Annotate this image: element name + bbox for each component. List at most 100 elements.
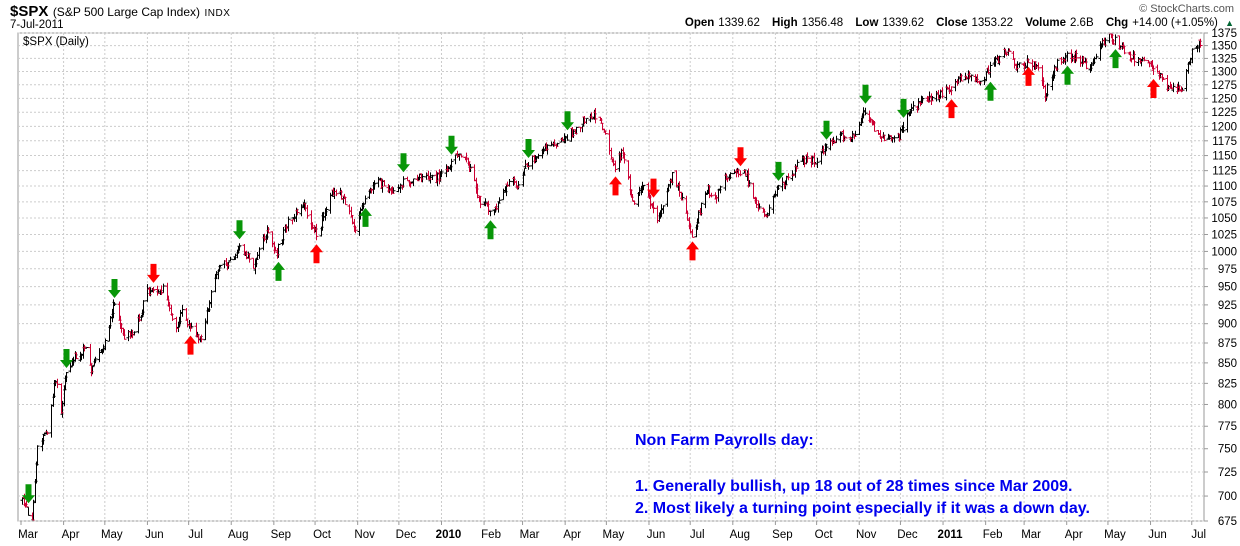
nfp-arrow-red-down <box>734 147 747 167</box>
chg-label: Chg <box>1105 17 1129 29</box>
svg-text:1175: 1175 <box>1212 136 1237 148</box>
svg-text:925: 925 <box>1218 300 1237 312</box>
nfp-arrow-red-up <box>1147 78 1160 98</box>
nfp-arrow-red-up <box>310 244 323 264</box>
svg-text:Apr: Apr <box>1065 529 1083 541</box>
svg-text:2011: 2011 <box>938 529 964 541</box>
svg-text:1275: 1275 <box>1211 80 1237 92</box>
index-name-label: (S&P 500 Large Cap Index) <box>52 5 201 19</box>
svg-text:1075: 1075 <box>1211 197 1237 209</box>
svg-text:1125: 1125 <box>1212 166 1237 178</box>
svg-text:700: 700 <box>1218 491 1237 503</box>
nfp-arrow-red-up <box>686 241 699 261</box>
svg-text:Apr: Apr <box>563 529 581 541</box>
svg-text:900: 900 <box>1218 319 1237 331</box>
svg-text:750: 750 <box>1218 444 1237 456</box>
nfp-annotation: Non Farm Payrolls day: 1. Generally bull… <box>635 430 1090 520</box>
svg-text:Dec: Dec <box>396 529 417 541</box>
nfp-arrow-green-down <box>859 84 872 104</box>
svg-text:1300: 1300 <box>1211 66 1237 78</box>
nfp-arrow-red-down <box>147 263 160 283</box>
svg-text:1000: 1000 <box>1211 246 1237 258</box>
svg-text:Sep: Sep <box>271 529 291 541</box>
nfp-arrow-green-down <box>445 135 458 155</box>
svg-text:1025: 1025 <box>1211 229 1237 241</box>
nfp-arrow-red-up <box>1022 66 1035 86</box>
series-label: $SPX (Daily) <box>23 36 89 48</box>
nfp-arrow-green-up <box>1109 49 1122 69</box>
svg-text:Apr: Apr <box>62 529 80 541</box>
nfp-arrow-green-down <box>772 161 785 181</box>
high-value: 1356.48 <box>801 17 844 29</box>
nfp-arrows <box>22 49 1160 504</box>
chg-up-triangle-icon: ▲ <box>1225 18 1234 28</box>
volume-label: Volume <box>1025 17 1066 29</box>
svg-text:Jul: Jul <box>188 529 203 541</box>
svg-text:May: May <box>603 529 625 541</box>
svg-text:May: May <box>1104 529 1126 541</box>
nfp-arrow-red-up <box>609 176 622 196</box>
chart-title: $SPX (S&P 500 Large Cap Index) INDX <box>10 3 230 21</box>
high-label: High <box>772 17 798 29</box>
svg-text:1225: 1225 <box>1211 107 1237 119</box>
price-bars-down <box>22 33 1203 521</box>
nfp-arrow-green-down <box>561 111 574 131</box>
svg-text:1100: 1100 <box>1212 181 1237 193</box>
svg-text:Feb: Feb <box>481 529 501 541</box>
svg-text:Feb: Feb <box>983 529 1003 541</box>
nfp-arrow-red-up <box>945 99 958 119</box>
svg-text:Nov: Nov <box>354 529 375 541</box>
chg-value: +14.00 (+1.05%) <box>1132 17 1218 29</box>
svg-text:875: 875 <box>1218 338 1237 350</box>
svg-text:1325: 1325 <box>1211 53 1237 65</box>
svg-text:1150: 1150 <box>1212 151 1237 163</box>
chart-date: 7-Jul-2011 <box>10 19 64 31</box>
y-axis-labels: 675 700 725 750 775 800 825 850 875 900 925 950 975 1… <box>1211 28 1237 528</box>
nfp-annotation-line2: 2. Most likely a turning point especiall… <box>635 500 1090 517</box>
nfp-arrow-green-up <box>984 81 997 101</box>
open-label: Open <box>684 17 715 29</box>
close-value: 1353.22 <box>971 17 1014 29</box>
nfp-arrow-green-down <box>397 153 410 173</box>
svg-text:1050: 1050 <box>1211 213 1237 225</box>
svg-text:Jun: Jun <box>145 529 164 541</box>
svg-text:800: 800 <box>1218 399 1237 411</box>
svg-text:May: May <box>101 529 123 541</box>
svg-text:Jul: Jul <box>1191 529 1206 541</box>
svg-text:Sep: Sep <box>772 529 792 541</box>
nfp-arrow-green-down <box>22 484 35 504</box>
svg-text:Oct: Oct <box>313 529 332 541</box>
low-label: Low <box>855 17 879 29</box>
close-label: Close <box>936 17 968 29</box>
nfp-arrow-green-down <box>60 349 73 369</box>
nfp-arrow-green-down <box>897 98 910 118</box>
nfp-arrow-green-up <box>484 220 497 240</box>
svg-text:Aug: Aug <box>730 529 750 541</box>
svg-text:1350: 1350 <box>1211 41 1237 53</box>
nfp-arrow-red-up <box>184 335 197 355</box>
svg-text:Mar: Mar <box>520 529 540 541</box>
svg-text:675: 675 <box>1218 516 1237 528</box>
svg-text:Aug: Aug <box>228 529 248 541</box>
svg-text:Oct: Oct <box>815 529 834 541</box>
nfp-annotation-line1: 1. Generally bullish, up 18 out of 28 ti… <box>635 478 1073 495</box>
copyright-label: © StockCharts.com <box>1139 3 1234 15</box>
svg-text:Jul: Jul <box>690 529 705 541</box>
low-value: 1339.62 <box>882 17 924 29</box>
svg-text:825: 825 <box>1218 378 1237 390</box>
nfp-arrow-green-down <box>108 279 121 299</box>
volume-value: 2.6B <box>1069 17 1094 29</box>
svg-text:975: 975 <box>1218 264 1237 276</box>
quote-line: Open 1339.62 High 1356.48 Low 1339.62 Close… <box>685 17 1234 29</box>
nfp-arrow-green-down <box>522 138 535 158</box>
svg-text:1250: 1250 <box>1211 93 1237 105</box>
svg-text:1375: 1375 <box>1211 28 1237 40</box>
svg-text:1200: 1200 <box>1211 121 1237 133</box>
svg-text:950: 950 <box>1218 282 1237 294</box>
nfp-arrow-green-down <box>233 220 246 240</box>
svg-text:Mar: Mar <box>18 529 38 541</box>
exchange-label: INDX <box>204 8 231 19</box>
svg-text:850: 850 <box>1218 358 1237 370</box>
nfp-arrow-red-down <box>647 178 660 198</box>
